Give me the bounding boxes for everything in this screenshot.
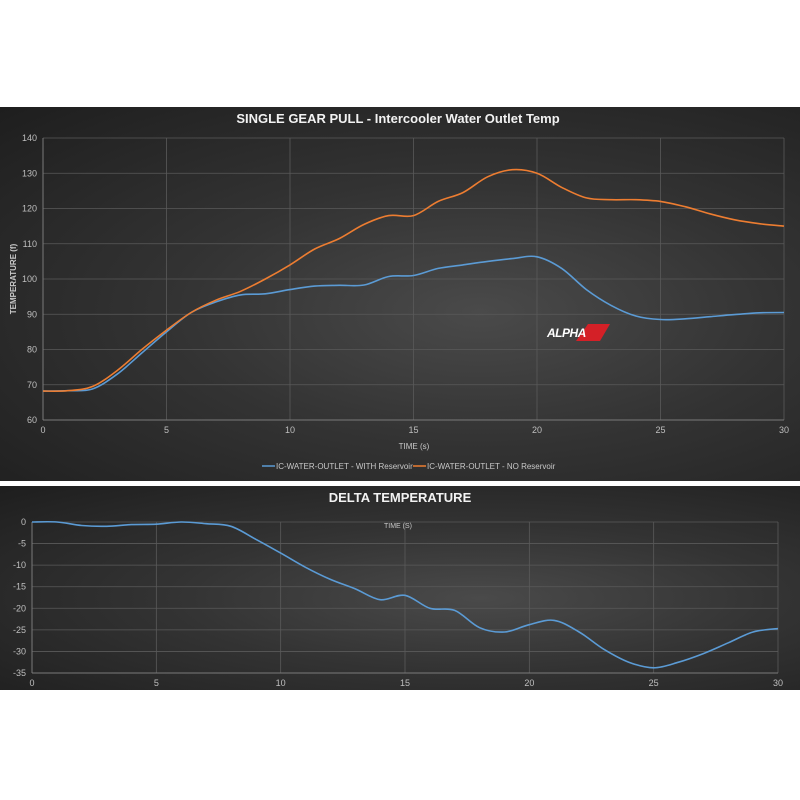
x-tick-label: 30 <box>773 678 783 688</box>
bottom-x-axis-ticks: 0 5 10 15 20 25 30 <box>29 678 783 688</box>
bottom-x-axis-label: TIME (S) <box>384 523 412 530</box>
x-tick-label: 5 <box>154 678 159 688</box>
x-tick-label: 10 <box>285 425 295 435</box>
y-tick-label: 90 <box>27 309 37 319</box>
x-tick-label: 10 <box>276 678 286 688</box>
x-tick-label: 0 <box>29 678 34 688</box>
series-with-reservoir-line <box>42 255 785 392</box>
y-tick-label: 0 <box>21 517 26 527</box>
series-delta-line <box>31 520 779 669</box>
top-y-axis-ticks: 60 70 80 90 100 110 120 130 140 <box>22 133 37 425</box>
x-tick-label: 25 <box>649 678 659 688</box>
top-chart-grid <box>42 137 785 421</box>
bottom-chart: DELTA TEMPERATURE TIME (S) 0 -5 -10 -15 -20 -… <box>13 490 783 688</box>
y-tick-label: 100 <box>22 274 37 284</box>
top-chart: SINGLE GEAR PULL - Intercooler Water Out… <box>9 111 789 471</box>
y-tick-label: 140 <box>22 133 37 143</box>
x-tick-label: 0 <box>40 425 45 435</box>
top-x-axis-label: TIME (s) <box>399 442 430 451</box>
legend-with-reservoir: IC-WATER-OUTLET - WITH Reservoir <box>276 462 413 471</box>
y-tick-label: -35 <box>13 668 26 678</box>
top-y-axis-label: TEMPERATURE (f) <box>9 243 18 314</box>
legend-no-reservoir: IC-WATER-OUTLET - NO Reservoir <box>427 462 556 471</box>
x-tick-label: 25 <box>655 425 665 435</box>
top-chart-title: SINGLE GEAR PULL - Intercooler Water Out… <box>236 111 559 126</box>
y-tick-label: -15 <box>13 582 26 592</box>
x-tick-label: 30 <box>779 425 789 435</box>
y-tick-label: -25 <box>13 625 26 635</box>
x-tick-label: 20 <box>524 678 534 688</box>
alpha-logo: ALPHA <box>546 324 610 341</box>
top-chart-panel: SINGLE GEAR PULL - Intercooler Water Out… <box>0 107 800 481</box>
top-legend: IC-WATER-OUTLET - WITH Reservoir IC-WATE… <box>262 462 556 471</box>
alpha-logo-text: ALPHA <box>546 326 586 340</box>
alpha-logo-badge <box>576 324 610 341</box>
y-tick-label: -5 <box>18 539 26 549</box>
y-tick-label: 70 <box>27 380 37 390</box>
bottom-y-axis-ticks: 0 -5 -10 -15 -20 -25 -30 -35 <box>13 517 26 678</box>
y-tick-label: 120 <box>22 204 37 214</box>
y-tick-label: 60 <box>27 415 37 425</box>
x-tick-label: 15 <box>400 678 410 688</box>
y-tick-label: -20 <box>13 603 26 613</box>
bottom-chart-panel: DELTA TEMPERATURE TIME (S) 0 -5 -10 -15 -20 -… <box>0 486 800 690</box>
panel-separator <box>0 481 800 486</box>
bottom-chart-title: DELTA TEMPERATURE <box>329 490 472 505</box>
top-x-axis-ticks: 0 5 10 15 20 25 30 <box>40 425 789 435</box>
y-tick-label: 80 <box>27 345 37 355</box>
x-tick-label: 15 <box>408 425 418 435</box>
y-tick-label: 110 <box>23 239 37 249</box>
x-tick-label: 5 <box>164 425 169 435</box>
series-no-reservoir-line <box>42 168 785 392</box>
y-tick-label: 130 <box>22 168 37 178</box>
x-tick-label: 20 <box>532 425 542 435</box>
y-tick-label: -10 <box>13 560 26 570</box>
bottom-chart-grid <box>31 521 779 674</box>
y-tick-label: -30 <box>13 646 26 656</box>
